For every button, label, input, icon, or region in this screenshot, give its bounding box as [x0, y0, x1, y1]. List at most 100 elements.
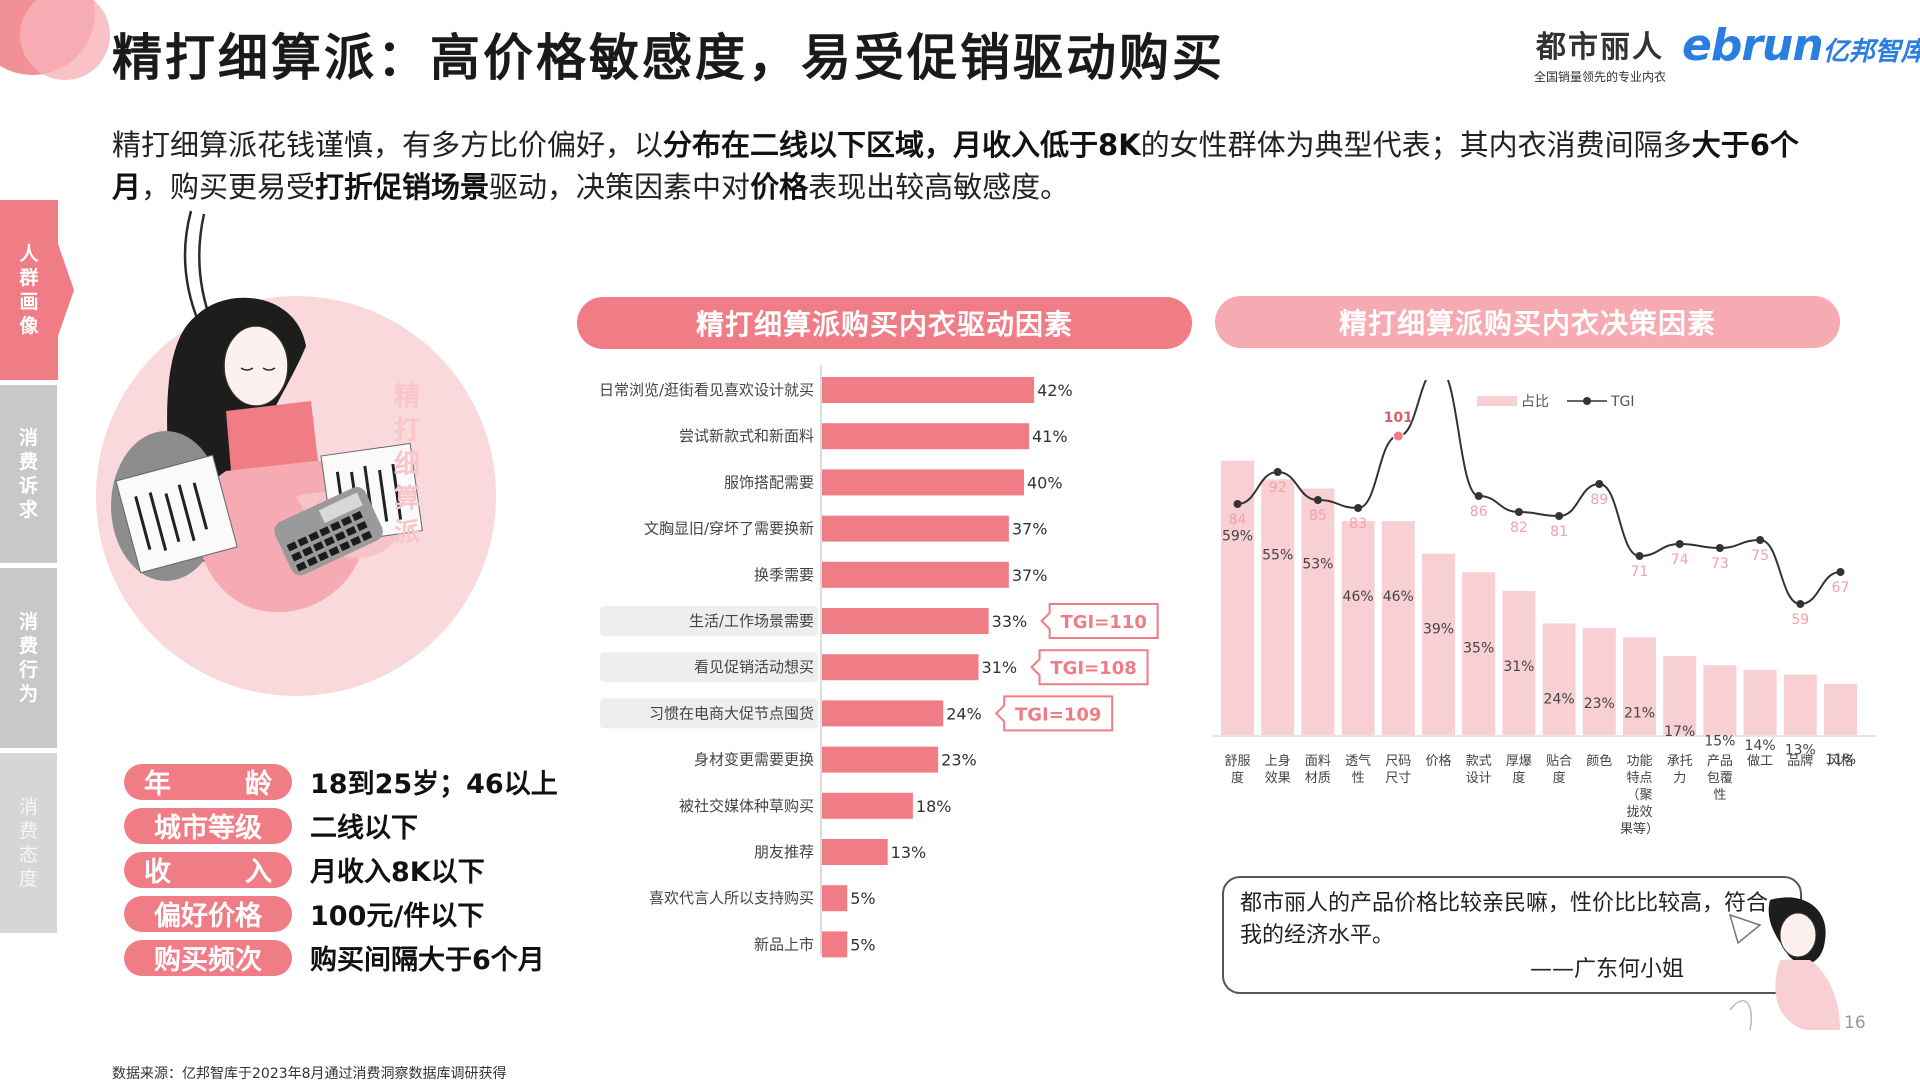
bar: [822, 561, 1009, 588]
highlight-backdrop: [600, 606, 818, 636]
category-tick-line: 性: [1352, 771, 1365, 786]
category-tick-line: 承托: [1667, 754, 1693, 769]
category-tick-label: 价格: [1425, 753, 1451, 769]
intro-text: 驱动，决策因素中对: [489, 170, 751, 204]
bar: [1502, 590, 1536, 735]
legend-label: 占比: [1521, 394, 1549, 410]
bar: [1824, 683, 1857, 735]
category-tick-label: 功能特点 （聚拢效果等）: [1620, 754, 1659, 837]
partner-logo-cn: 亿邦智库: [1822, 37, 1920, 67]
bar: [822, 792, 913, 819]
bar: [1743, 669, 1777, 735]
bar-value-label: 5%: [850, 935, 875, 954]
category-tick-line: （聚: [1626, 788, 1652, 803]
side-tab-label: 消费行为: [18, 611, 38, 705]
side-tab-attitude[interactable]: 消费态度: [0, 753, 57, 933]
side-tab-needs[interactable]: 消费诉求: [0, 385, 57, 563]
bar: [822, 377, 1035, 403]
category-tick-line: 功能: [1626, 754, 1652, 769]
tgi-point: [1635, 552, 1644, 560]
attribute-row: 收入 月收入8K以下: [124, 851, 558, 888]
bar-value-label: 11%: [1825, 752, 1856, 768]
intro-text: 的女性群体为典型代表；其内衣消费间隔多: [1140, 128, 1692, 162]
bar-value-label: 35%: [1463, 640, 1494, 656]
bar-category-label: 被社交媒体种草购买: [679, 797, 814, 815]
category-tick-line: 力: [1673, 771, 1686, 786]
category-tick-line: 材质: [1305, 771, 1331, 786]
tgi-value-label: 71: [1631, 564, 1649, 580]
bar-category-label: 服饰搭配需要: [724, 473, 814, 491]
bar-value-label: 23%: [1584, 696, 1615, 712]
bar-value-label: 37%: [1012, 520, 1048, 539]
bar-value-label: 59%: [1222, 529, 1253, 545]
intro-paragraph: 精打细算派花钱谨慎，有多方比价偏好，以分布在二线以下区域，月收入低于8K的女性群…: [112, 124, 1852, 208]
bar-value-label: 31%: [1503, 659, 1534, 675]
tgi-value-label: 67: [1832, 580, 1850, 596]
bar-value-label: 24%: [1544, 691, 1575, 707]
tgi-point: [1313, 496, 1322, 504]
attribute-value: 二线以下: [310, 813, 418, 844]
category-tick-line: 度: [1553, 770, 1566, 786]
bar-value-label: 40%: [1027, 473, 1063, 492]
tgi-point: [1756, 536, 1765, 544]
bar-value-label: 23%: [941, 751, 977, 770]
category-tick-line: 度: [1231, 770, 1244, 786]
tgi-point: [1273, 468, 1282, 476]
bar-value-label: 21%: [1624, 705, 1655, 721]
intro-emphasis: 大于6个月: [112, 128, 1799, 204]
bar: [1623, 637, 1656, 735]
attribute-value: 月收入8K以下: [310, 857, 485, 888]
tgi-callout-text: TGI=109: [1015, 704, 1101, 725]
bar-category-label: 生活/工作场景需要: [689, 612, 814, 630]
category-tick-line: 品牌: [1787, 753, 1813, 769]
quote-girl-illustration: [1728, 897, 1840, 1031]
category-tick-line: 舒服: [1224, 754, 1250, 769]
category-tick-line: 价格: [1425, 753, 1451, 769]
side-tab-persona[interactable]: 人群画像: [0, 200, 74, 380]
category-tick-label: 承托力: [1667, 754, 1693, 786]
brand-tagline: 全国销量领先的专业内衣: [1533, 70, 1666, 84]
attribute-row: 购买频次 购买间隔大于6个月: [124, 939, 558, 976]
side-tab-label: 消费诉求: [18, 427, 38, 521]
category-tick-line: 上身: [1265, 753, 1291, 769]
bar-value-label: 5%: [850, 889, 875, 908]
category-tick-line: 做工: [1747, 754, 1773, 769]
bar-category-label: 日常浏览/逛街看见喜欢设计就买: [599, 381, 814, 399]
bar-value-label: 24%: [946, 704, 982, 723]
side-tab-behavior[interactable]: 消费行为: [0, 568, 57, 748]
bar: [1341, 521, 1375, 735]
bar-value-label: 55%: [1262, 547, 1293, 563]
bar: [822, 931, 848, 958]
category-tick-line: 性: [1713, 788, 1726, 803]
bar-category-label: 文胸显旧/穿坏了需要换新: [644, 520, 814, 538]
tgi-point: [1675, 540, 1684, 548]
bar-value-label: 15%: [1704, 733, 1735, 749]
category-tick-line: 果等）: [1620, 821, 1659, 837]
tgi-value-label: 101: [1384, 410, 1413, 426]
tgi-callout-text: TGI=108: [1050, 658, 1136, 679]
category-tick-label: 面料材质: [1305, 754, 1331, 786]
bar-value-label: 46%: [1383, 589, 1414, 605]
bar: [1301, 488, 1335, 735]
tgi-point: [1474, 492, 1483, 500]
category-tick-line: 贴合: [1546, 754, 1572, 769]
partner-logo-latin: ebrun: [1682, 20, 1824, 71]
tgi-value-label: 92: [1269, 480, 1287, 496]
category-tick-label: 风格: [1827, 753, 1853, 769]
bar: [822, 515, 1009, 542]
tgi-value-label: 73: [1711, 556, 1729, 572]
intro-emphasis: 价格: [750, 170, 809, 204]
category-tick-line: 产品: [1707, 754, 1733, 769]
category-tick-label: 舒服度: [1224, 754, 1250, 786]
bar-value-label: 13%: [891, 843, 927, 862]
page-number: 16: [1844, 1013, 1866, 1033]
tgi-value-label: 84: [1229, 512, 1247, 528]
drivers-bar-chart: 日常浏览/逛街看见喜欢设计就买 42% 尝试新款式和新面料 41% 服饰搭配需要 40% 文…: [599, 365, 1159, 958]
tgi-point: [1555, 512, 1564, 520]
bar: [1381, 521, 1415, 735]
bar: [1703, 665, 1737, 735]
drivers-panel-title: 精打细算派购买内衣驱动因素: [577, 297, 1192, 349]
bar: [822, 608, 989, 634]
bar-value-label: 13%: [1785, 743, 1816, 759]
tgi-callout: TGI=110: [1040, 603, 1159, 639]
